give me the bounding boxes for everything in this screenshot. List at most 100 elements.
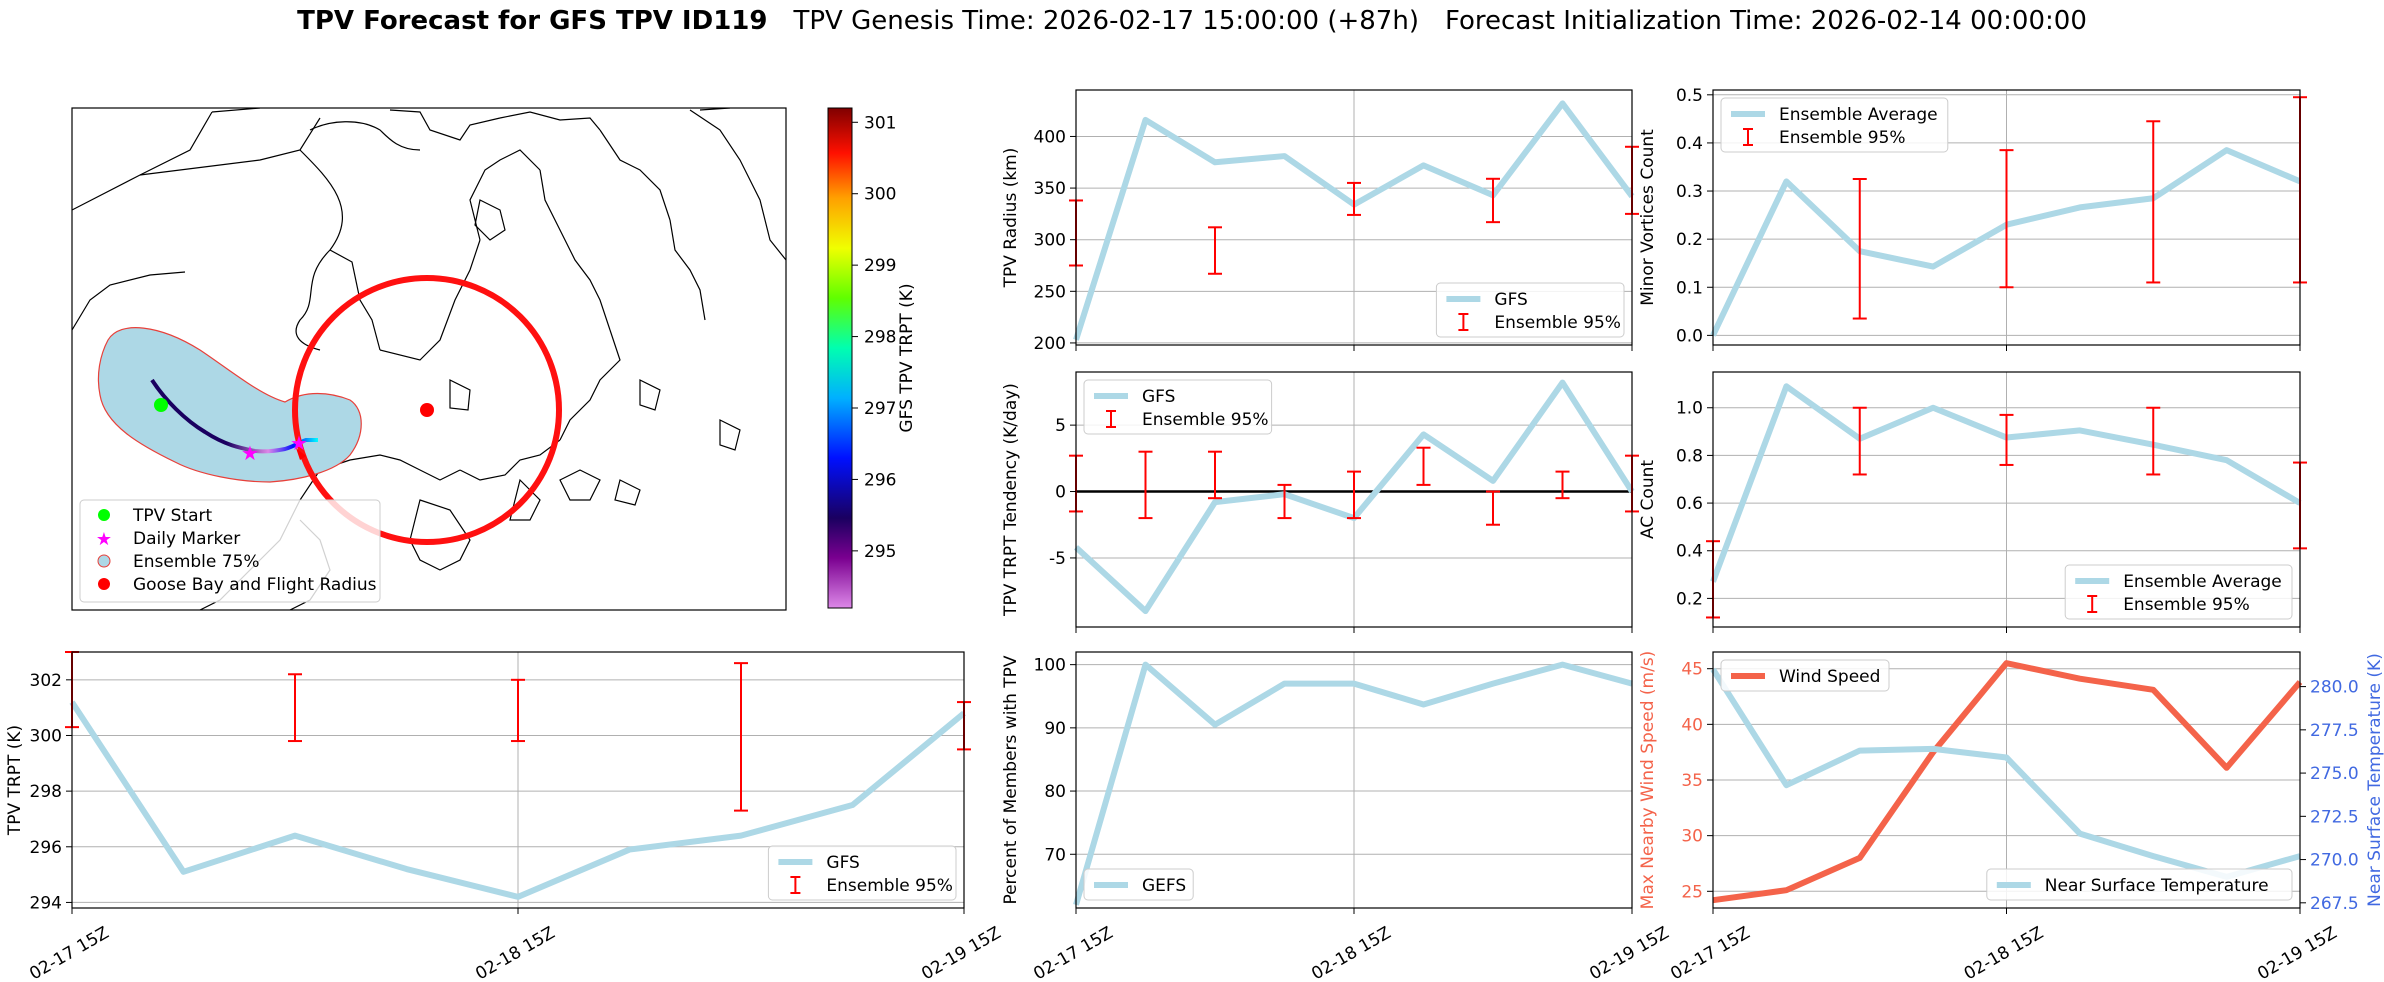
- legend-box: [1986, 868, 2293, 901]
- tpv-start-marker: [154, 398, 168, 412]
- legend-start-icon: [98, 509, 110, 521]
- chart-tendency: -5 0 5 TPV TRPT Tendency (K/day) GFS Ensemble…: [1001, 371, 1639, 633]
- legend-ensemble-icon: [97, 554, 111, 568]
- map-panel: ★ ★ TPV Start ★ Daily Marker Ensemble 75…: [71, 107, 917, 611]
- y-axis-label: TPV TRPT Tendency (K/day): [1001, 383, 1021, 617]
- x-tick-label: 02-19 15Z: [1586, 923, 1672, 982]
- y-axis-label: Minor Vortices Count: [1638, 129, 1658, 306]
- title-main: TPV Forecast for GFS TPV ID119: [297, 6, 768, 36]
- colorbar-tick-label: 300: [864, 185, 896, 205]
- legend-box: [1720, 659, 1890, 692]
- y-tick-label: 35: [1681, 771, 1703, 791]
- flight-radius-circle: [292, 275, 562, 545]
- legend-label: Ensemble Average: [1779, 105, 1938, 125]
- colorbar-gradient: [827, 107, 853, 609]
- title-init: Forecast Initialization Time: 2026-02-14…: [1444, 6, 2087, 36]
- y-tick-label: 0.6: [1676, 494, 1703, 514]
- y2-axis-label: Near Surface Temperature (K): [2365, 653, 2384, 907]
- legend: GEFS: [1083, 868, 1194, 901]
- title-genesis: TPV Genesis Time: 2026-02-17 15:00:00 (+…: [793, 6, 1419, 36]
- colorbar-tick-label: 297: [864, 399, 896, 419]
- y-tick-label: 80: [1044, 782, 1066, 802]
- legend-label: Ensemble 95%: [826, 876, 953, 896]
- y-tick-label: 0.2: [1676, 589, 1703, 609]
- legend-box: [1083, 379, 1273, 435]
- daily-marker-2: ★: [290, 431, 308, 455]
- y-tick-label: 0: [1055, 483, 1066, 503]
- legend-box: [767, 845, 957, 901]
- legend-label: Ensemble 95%: [1494, 313, 1621, 333]
- legend: GFS Ensemble 95%: [767, 845, 957, 901]
- y-tick-label: 0.3: [1676, 182, 1703, 202]
- y-tick-label: 294: [30, 893, 62, 913]
- legend: GFS Ensemble 95%: [1083, 379, 1273, 435]
- y-tick-label: 296: [30, 838, 62, 858]
- colorbar: GFS TPV TRPT (K) 295 296 297 298 299 300 301: [827, 107, 917, 609]
- legend-label: GFS: [826, 853, 859, 873]
- legend-label: Wind Speed: [1779, 667, 1880, 687]
- y-tick-label: 25: [1681, 882, 1703, 902]
- colorbar-tick-label: 295: [864, 542, 896, 562]
- y-tick-label: 100: [1034, 656, 1066, 676]
- legend-box: [1083, 868, 1194, 901]
- y-axis-label: Max Nearby Wind Speed (m/s): [1638, 651, 1658, 910]
- legend-goose-icon: [98, 578, 110, 590]
- y-tick-label: 302: [30, 671, 62, 691]
- chart-trpt: 294 296 298 300 302 TPV TRPT (K) 02-17 15Z 02-1…: [5, 651, 1005, 982]
- chart-minor: 0.0 0.1 0.2 0.3 0.4 0.5 Minor Vortices Count En…: [1638, 86, 2307, 351]
- legend: Wind Speed: [1720, 659, 1890, 692]
- y-tick-label: 0.4: [1676, 542, 1703, 562]
- y-tick-label: 90: [1044, 719, 1066, 739]
- legend: Near Surface Temperature: [1986, 868, 2293, 901]
- y2-tick-label: 270.0: [2310, 851, 2359, 871]
- y-tick-label: -5: [1049, 549, 1066, 569]
- y-tick-label: 0.1: [1676, 278, 1703, 298]
- y-axis-label: TPV Radius (km): [1001, 148, 1021, 289]
- legend-box: [1435, 282, 1625, 338]
- legend: GFS Ensemble 95%: [1435, 282, 1625, 338]
- colorbar-tick-label: 298: [864, 328, 896, 348]
- series-line-gefs: [1073, 661, 1633, 906]
- series-line-wind-speed: [1712, 660, 2303, 904]
- legend-start-label: TPV Start: [132, 506, 213, 526]
- y2-tick-label: 272.5: [2310, 807, 2359, 827]
- legend-label: GEFS: [1142, 876, 1186, 896]
- x-tick-label: 02-19 15Z: [2254, 923, 2340, 982]
- y-tick-label: 1.0: [1676, 399, 1703, 419]
- y-tick-label: 40: [1681, 715, 1703, 735]
- legend-label: GFS: [1142, 387, 1175, 407]
- tpv-track: [150, 378, 318, 454]
- legend-label: Ensemble 95%: [1142, 410, 1269, 430]
- legend-ensemble-label: Ensemble 75%: [133, 552, 260, 572]
- legend-label: GFS: [1494, 290, 1527, 310]
- y-tick-label: 0.4: [1676, 134, 1703, 154]
- chart-wind: 25 30 35 40 45 267.5 270.0 272.5 275.0 277.5 280.0…: [1638, 651, 2384, 982]
- y-tick-label: 0.0: [1676, 326, 1703, 346]
- y-tick-label: 400: [1034, 127, 1066, 147]
- y2-tick-label: 280.0: [2310, 678, 2359, 698]
- legend-goose-label: Goose Bay and Flight Radius: [133, 575, 377, 595]
- legend-label: Ensemble Average: [2123, 572, 2282, 592]
- figure-title: TPV Forecast for GFS TPV ID119 TPV Genesi…: [0, 6, 2384, 36]
- colorbar-label: GFS TPV TRPT (K): [897, 283, 917, 432]
- y2-tick-label: 267.5: [2310, 894, 2359, 914]
- chart-percent: 70 80 90 100 Percent of Members with TPV 02-1…: [1001, 651, 1673, 982]
- colorbar-tick-label: 299: [864, 256, 896, 276]
- y-tick-label: 5: [1055, 416, 1066, 436]
- x-tick-label: 02-19 15Z: [918, 923, 1004, 982]
- legend-marker-icon: ★: [96, 529, 112, 550]
- y2-tick-label: 275.0: [2310, 764, 2359, 784]
- chart-radius: 200 250 300 350 400 TPV Radius (km) GFS Ensembl…: [1001, 89, 1639, 354]
- colorbar-tick-label: 296: [864, 470, 896, 490]
- legend: Ensemble Average Ensemble 95%: [2064, 564, 2293, 620]
- y2-tick-label: 277.5: [2310, 721, 2359, 741]
- legend-label: Ensemble 95%: [2123, 595, 2250, 615]
- y-tick-label: 300: [1034, 231, 1066, 251]
- daily-marker-1: ★: [241, 441, 259, 465]
- y-tick-label: 45: [1681, 660, 1703, 680]
- y-tick-label: 30: [1681, 827, 1703, 847]
- y-tick-label: 200: [1034, 334, 1066, 354]
- y-tick-label: 250: [1034, 282, 1066, 302]
